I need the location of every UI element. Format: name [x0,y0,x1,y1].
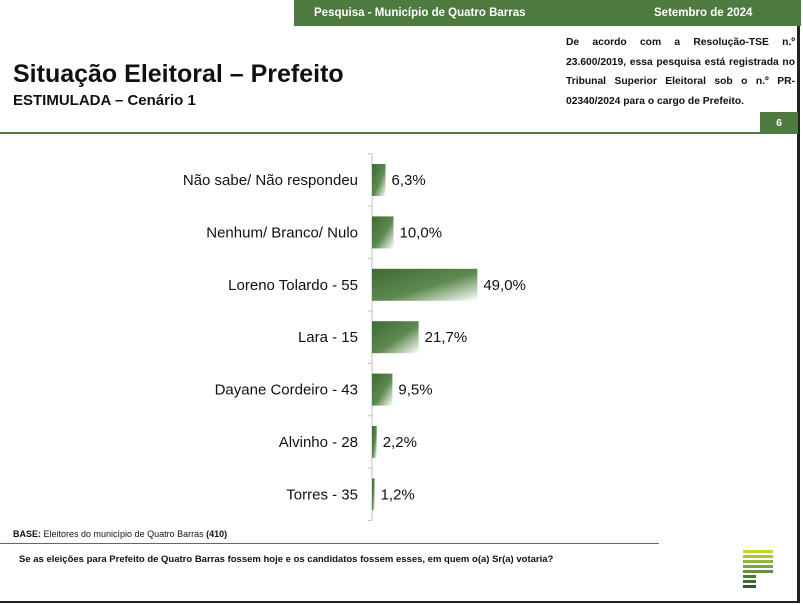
category-label: Lara - 15 [298,329,358,346]
bar [372,321,419,354]
footer-divider [0,543,659,544]
value-label: 1,2% [381,486,415,503]
bar [372,164,386,196]
value-label: 10,0% [400,224,443,241]
date-label: Setembro de 2024 [654,7,753,19]
page-title: Situação Eleitoral – Prefeito [13,60,344,88]
category-label: Dayane Cordeiro - 43 [215,382,358,399]
survey-question: Se as eleições para Prefeito de Quatro B… [19,554,554,565]
bar [372,478,375,511]
category-label: Loreno Tolardo - 55 [228,277,358,294]
value-label: 6,3% [392,172,426,189]
bar [372,216,394,249]
base-note: BASE: Eleitores do município de Quatro B… [13,529,227,539]
value-label: 9,5% [398,382,432,399]
top-banner: Pesquisa - Município de Quatro Barras Se… [294,0,801,26]
base-text: Eleitores do município de Quatro Barras [41,529,207,539]
category-label: Nenhum/ Branco/ Nulo [206,224,358,241]
bar-chart: Não sabe/ Não respondeu 6,3% Nenhum/ Branc… [183,153,526,522]
base-prefix: BASE: [13,529,42,539]
value-label: 21,7% [425,329,468,346]
value-label: 2,2% [383,434,417,451]
base-count: (410) [206,529,228,539]
registration-notice: De acordo com a Resolução-TSE n.º 23.600… [566,37,795,107]
category-label: Alvinho - 28 [279,434,358,451]
bar [372,268,478,301]
header-divider [0,132,760,134]
category-label: Não sabe/ Não respondeu [183,172,358,189]
value-label: 49,0% [483,277,526,294]
category-label: Torres - 35 [286,486,358,503]
bar [372,373,393,406]
bar [372,426,377,458]
survey-label: Pesquisa - Município de Quatro Barras [314,7,526,19]
company-logo-icon [743,550,773,588]
page-subtitle: ESTIMULADA – Cenário 1 [13,92,196,109]
page-number: 6 [760,112,798,134]
